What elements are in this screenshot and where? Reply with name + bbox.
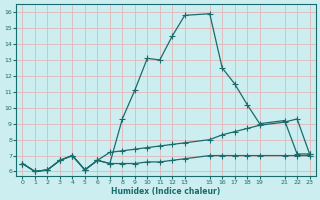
X-axis label: Humidex (Indice chaleur): Humidex (Indice chaleur) [111,187,221,196]
